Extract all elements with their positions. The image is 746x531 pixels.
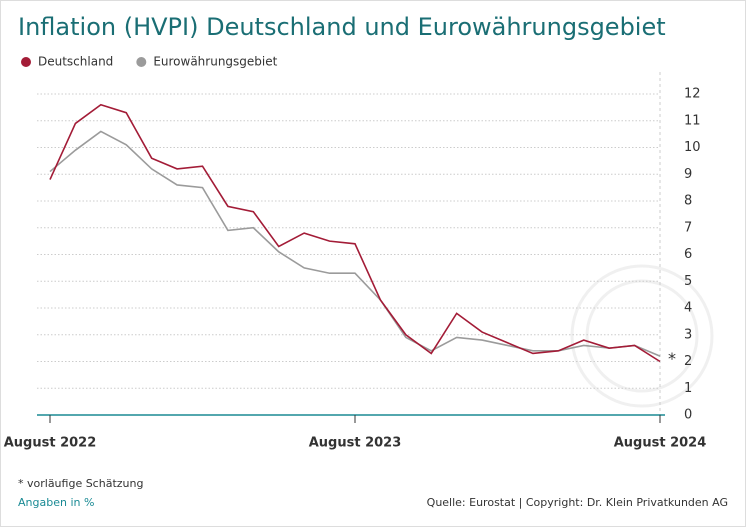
- y-tick-label: 7: [684, 220, 692, 235]
- x-tick-label: August 2022: [4, 436, 97, 451]
- watermark: [570, 264, 714, 408]
- series-line: [49, 103, 661, 363]
- y-tick-label: 4: [684, 301, 692, 316]
- legend-label: Deutschland: [38, 55, 113, 69]
- legend-label: Eurowährungsgebiet: [153, 55, 277, 69]
- legend-marker: [21, 57, 31, 67]
- x-tick-label: August 2024: [614, 436, 707, 451]
- x-tick-label: August 2023: [309, 436, 402, 451]
- y-tick-label: 5: [684, 274, 692, 289]
- footnote: * vorläufige Schätzung: [18, 477, 143, 490]
- legend-marker: [136, 57, 147, 67]
- y-tick-label: 8: [684, 194, 692, 209]
- y-tick-label: 2: [684, 354, 692, 369]
- y-tick-label: 11: [684, 113, 701, 128]
- y-tick-label: 12: [684, 87, 701, 102]
- y-tick-label: 6: [684, 247, 692, 262]
- y-tick-label: 9: [684, 167, 692, 182]
- source: Quelle: Eurostat | Copyright: Dr. Klein …: [427, 496, 728, 509]
- y-tick-label: 1: [684, 381, 692, 396]
- chart-title: Inflation (HVPI) Deutschland und Eurowäh…: [18, 13, 666, 41]
- annotation: *: [668, 349, 676, 368]
- unit-note: Angaben in %: [18, 496, 94, 509]
- y-tick-label: 0: [684, 408, 692, 423]
- y-tick-label: 10: [684, 140, 701, 155]
- y-tick-label: 3: [684, 327, 692, 342]
